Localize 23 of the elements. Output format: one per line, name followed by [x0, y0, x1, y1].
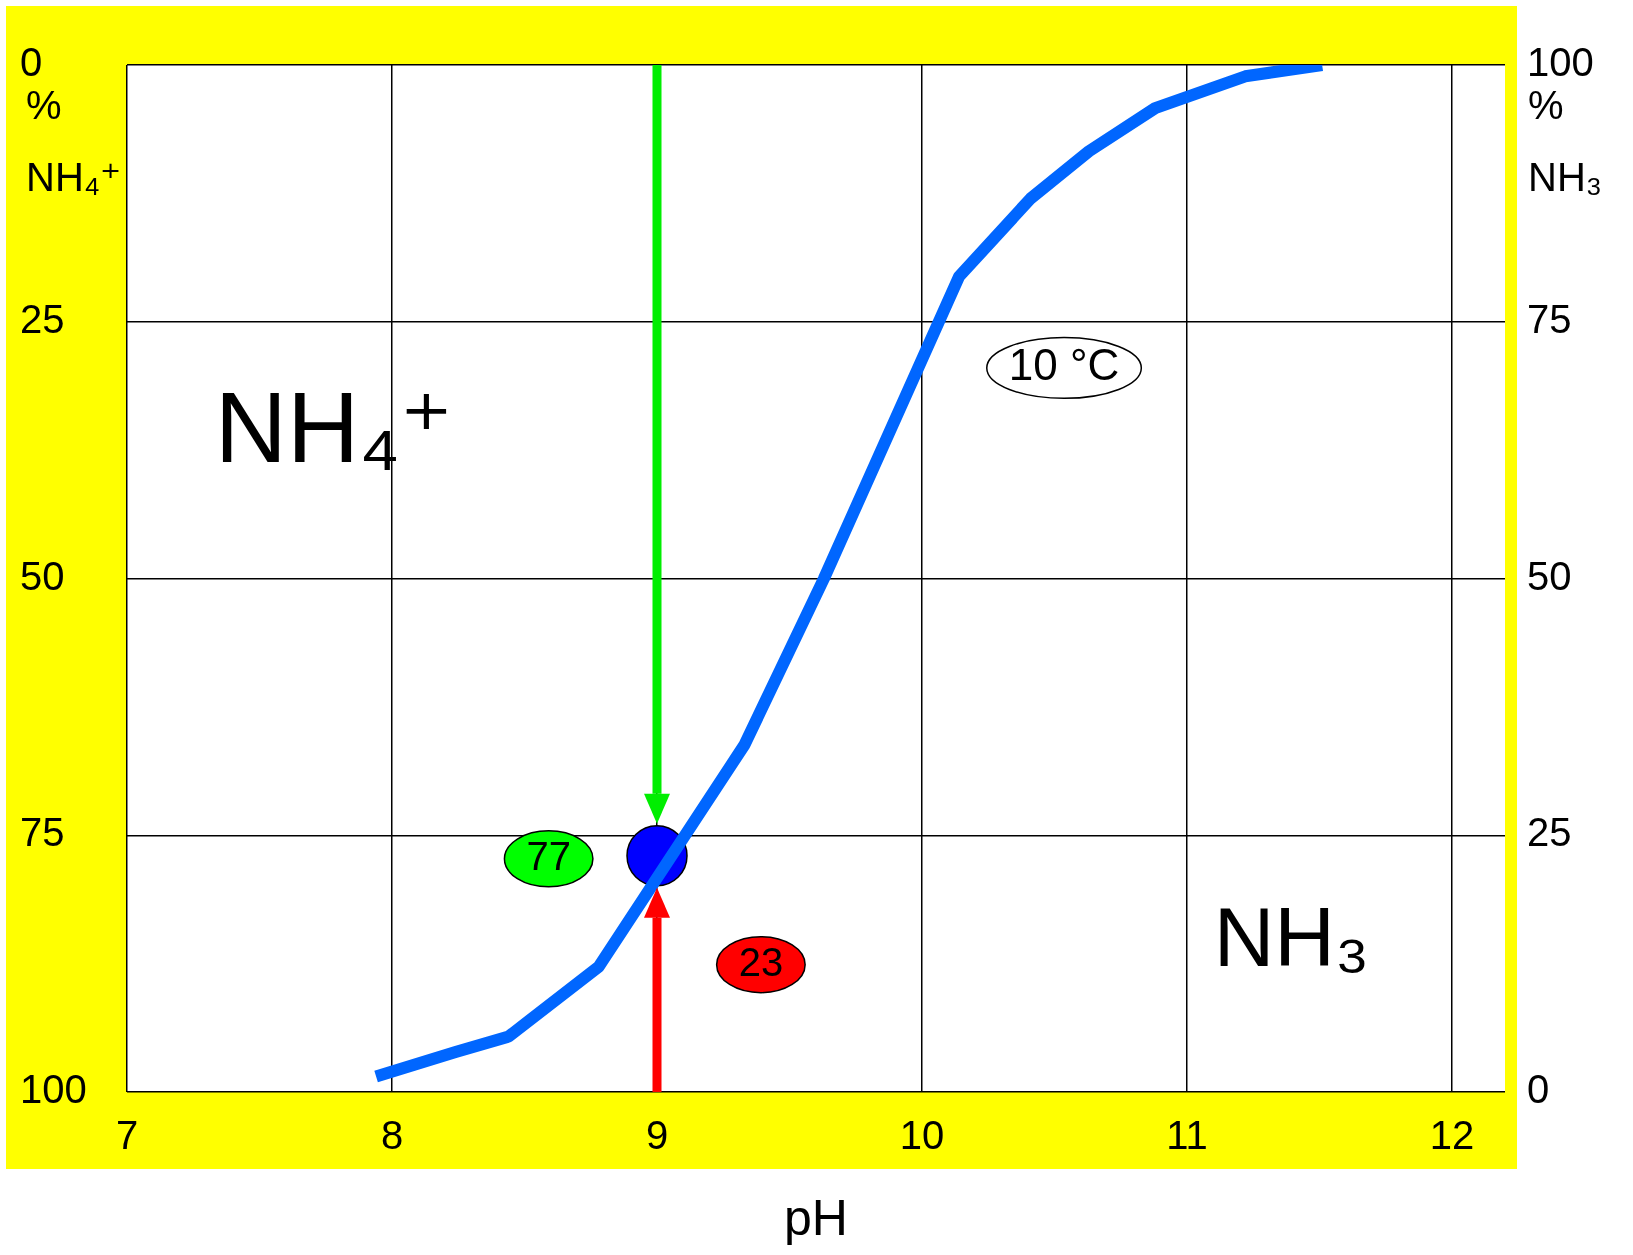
x-tick-label: 12: [1429, 1113, 1475, 1158]
y-tick-label: 100: [20, 1067, 87, 1112]
y2-tick-label: 75: [1527, 296, 1572, 341]
y-tick-label: 75: [20, 810, 65, 855]
annotation: NH₃: [1213, 890, 1370, 985]
y-tick-label: 25: [20, 296, 65, 341]
x-axis-title: pH: [784, 1189, 848, 1246]
y2-tick-label: 25: [1527, 810, 1572, 855]
x-tick-label: 10: [899, 1113, 945, 1158]
y-tick-label: 0: [20, 40, 43, 85]
y2-axis-title: % NH₃: [1528, 83, 1603, 200]
annotation: 77: [526, 833, 571, 878]
y2-tick-label: 100: [1527, 40, 1594, 85]
annotation: 10 °C: [1008, 340, 1120, 390]
x-tick-label: 8: [380, 1113, 404, 1158]
x-tick-label: 11: [1166, 1113, 1208, 1158]
annotation: 23: [738, 939, 784, 984]
y-axis-title: % NH₄⁺: [26, 83, 122, 200]
x-tick-label: 7: [115, 1113, 139, 1158]
y-tick-label: 50: [20, 553, 65, 598]
y2-tick-label: 50: [1527, 553, 1572, 598]
y2-tick-label: 0: [1527, 1067, 1550, 1112]
x-tick-label: 9: [645, 1113, 669, 1158]
